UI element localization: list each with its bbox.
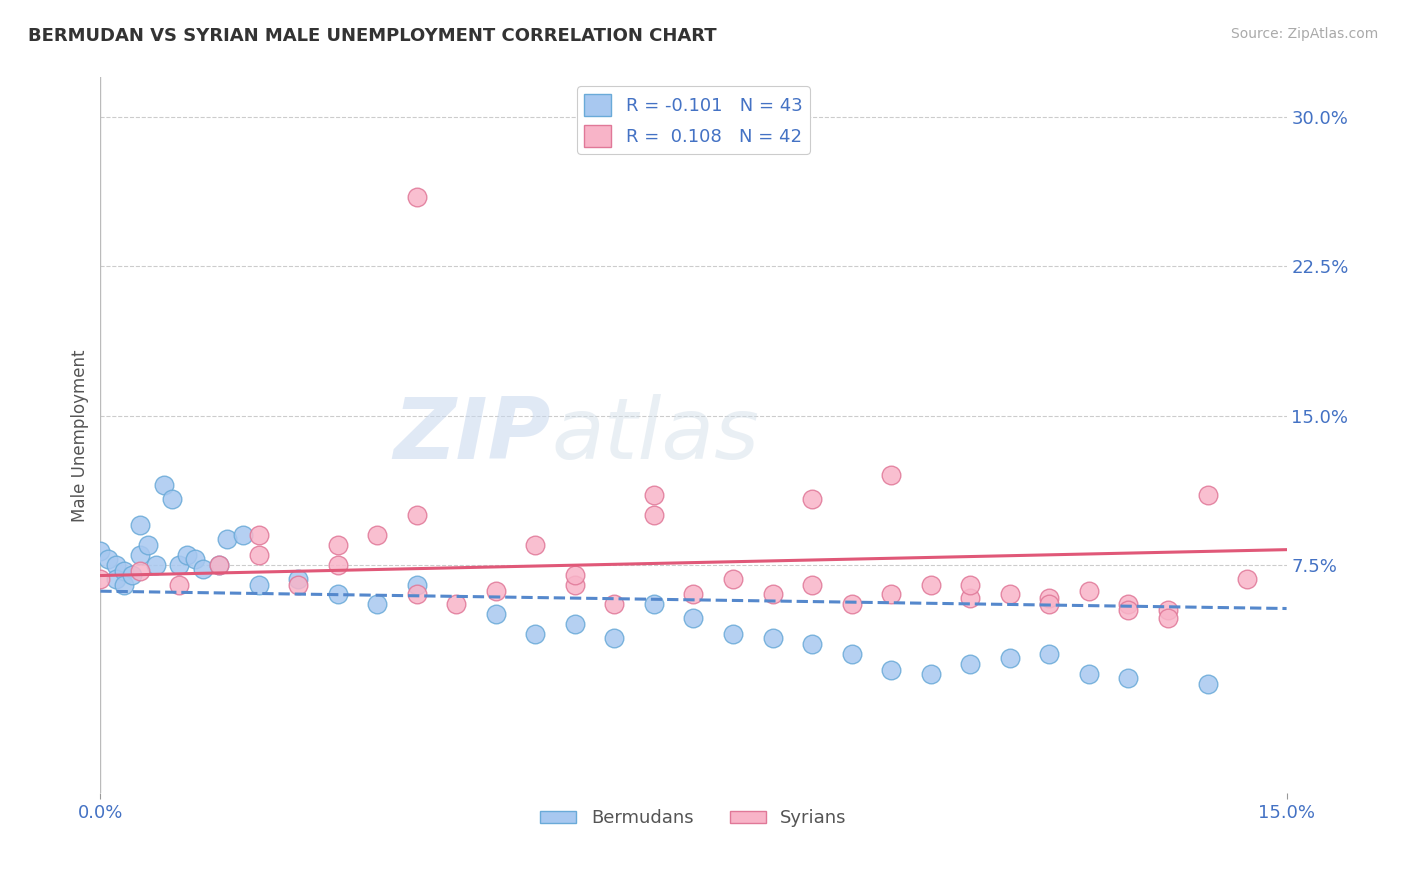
Point	[959, 657, 981, 671]
Point	[841, 647, 863, 661]
Point	[128, 548, 150, 562]
Point	[176, 548, 198, 562]
Point	[643, 488, 665, 502]
Point	[801, 491, 824, 506]
Point	[1236, 572, 1258, 586]
Point	[169, 577, 191, 591]
Point	[191, 561, 214, 575]
Point	[959, 591, 981, 606]
Point	[564, 567, 586, 582]
Point	[112, 577, 135, 591]
Point	[128, 564, 150, 578]
Point	[880, 663, 903, 677]
Point	[603, 598, 626, 612]
Point	[682, 611, 704, 625]
Point	[721, 627, 744, 641]
Point	[801, 577, 824, 591]
Point	[1118, 598, 1140, 612]
Point	[524, 627, 547, 641]
Point	[105, 572, 128, 586]
Point	[643, 508, 665, 522]
Point	[1118, 671, 1140, 685]
Point	[643, 598, 665, 612]
Point	[920, 667, 942, 681]
Point	[405, 577, 427, 591]
Text: Source: ZipAtlas.com: Source: ZipAtlas.com	[1230, 27, 1378, 41]
Point	[1077, 667, 1099, 681]
Point	[485, 607, 508, 622]
Point	[366, 598, 388, 612]
Point	[128, 517, 150, 532]
Point	[247, 577, 270, 591]
Point	[1157, 611, 1180, 625]
Point	[287, 577, 309, 591]
Legend: Bermudans, Syrians: Bermudans, Syrians	[533, 802, 853, 834]
Point	[1118, 603, 1140, 617]
Point	[603, 632, 626, 646]
Point	[287, 572, 309, 586]
Point	[247, 548, 270, 562]
Point	[761, 632, 783, 646]
Point	[215, 532, 238, 546]
Text: atlas: atlas	[551, 394, 759, 477]
Point	[880, 587, 903, 601]
Point	[247, 528, 270, 542]
Point	[105, 558, 128, 572]
Point	[485, 583, 508, 598]
Point	[1197, 677, 1219, 691]
Point	[444, 598, 467, 612]
Point	[1038, 647, 1060, 661]
Point	[564, 577, 586, 591]
Point	[880, 468, 903, 483]
Y-axis label: Male Unemployment: Male Unemployment	[72, 349, 89, 522]
Point	[89, 572, 111, 586]
Point	[998, 651, 1021, 665]
Point	[1038, 598, 1060, 612]
Point	[326, 558, 349, 572]
Point	[841, 598, 863, 612]
Point	[761, 587, 783, 601]
Point	[920, 577, 942, 591]
Point	[136, 538, 159, 552]
Point	[208, 558, 231, 572]
Point	[405, 190, 427, 204]
Point	[564, 617, 586, 632]
Point	[1038, 591, 1060, 606]
Point	[721, 572, 744, 586]
Text: ZIP: ZIP	[394, 394, 551, 477]
Point	[169, 558, 191, 572]
Point	[97, 551, 120, 566]
Point	[232, 528, 254, 542]
Point	[1157, 603, 1180, 617]
Point	[524, 538, 547, 552]
Point	[152, 478, 174, 492]
Point	[366, 528, 388, 542]
Text: BERMUDAN VS SYRIAN MALE UNEMPLOYMENT CORRELATION CHART: BERMUDAN VS SYRIAN MALE UNEMPLOYMENT COR…	[28, 27, 717, 45]
Point	[959, 577, 981, 591]
Point	[998, 587, 1021, 601]
Point	[326, 587, 349, 601]
Point	[160, 491, 183, 506]
Point	[184, 551, 207, 566]
Point	[112, 564, 135, 578]
Point	[405, 587, 427, 601]
Point	[145, 558, 167, 572]
Point	[801, 637, 824, 651]
Point	[1077, 583, 1099, 598]
Point	[326, 538, 349, 552]
Point	[121, 567, 143, 582]
Point	[1197, 488, 1219, 502]
Point	[89, 543, 111, 558]
Point	[682, 587, 704, 601]
Point	[405, 508, 427, 522]
Point	[208, 558, 231, 572]
